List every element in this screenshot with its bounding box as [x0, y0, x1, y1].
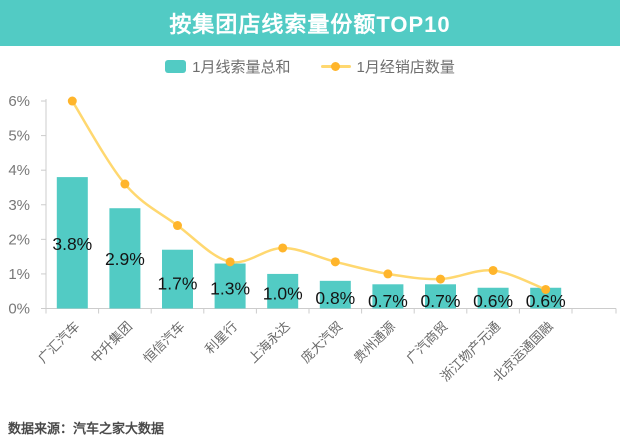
line-point — [173, 221, 182, 231]
bar-value-label: 0.6% — [473, 291, 513, 311]
y-axis-label: 3% — [8, 197, 30, 214]
y-axis-label: 5% — [8, 128, 30, 145]
x-axis-label: 利星行 — [202, 319, 240, 357]
bar-value-label: 2.9% — [105, 249, 145, 269]
line-series-path — [71, 100, 547, 291]
legend-dot-mark — [331, 61, 340, 71]
chart-canvas: 0% 1% 2% 3% 4% 5% 6% 3.8% 2.9% 1.7% 1.3% 1.0% 0.8% 0.… — [8, 93, 617, 384]
y-axis-label: 0% — [8, 301, 30, 318]
bar — [372, 284, 404, 309]
bar — [319, 280, 351, 309]
bar-value-label: 1.7% — [158, 274, 198, 294]
bar-value-label: 0.7% — [368, 291, 408, 311]
data-source-note: 数据来源：汽车之家大数据 — [8, 421, 165, 436]
y-axis-label: 1% — [8, 266, 30, 283]
bar — [214, 263, 246, 309]
line-point — [225, 257, 235, 267]
bar — [477, 287, 509, 309]
bar — [267, 273, 299, 309]
bar — [162, 249, 193, 309]
bar-value-label: 3.8% — [52, 234, 92, 254]
line-series-swatch-icon — [320, 60, 351, 73]
x-axis-label: 贵州通源 — [351, 319, 398, 366]
x-axis-label: 广汽商贸 — [403, 319, 450, 366]
line-point — [67, 96, 77, 106]
bar-value-label: 0.6% — [526, 291, 566, 311]
x-axis-label: 庞大汽贸 — [298, 319, 345, 366]
page-title: 按集团店线索量份额TOP10 — [169, 12, 451, 37]
line-point — [120, 179, 130, 189]
x-axis-label: 中升集团 — [88, 319, 135, 366]
bar — [425, 284, 456, 309]
line-point — [330, 257, 340, 267]
y-axis-label: 2% — [8, 231, 30, 248]
x-axis-label: 广汇汽车 — [35, 319, 82, 366]
bar — [530, 287, 562, 309]
legend-bar-label: 1月线索量总和 — [192, 58, 291, 76]
bar — [109, 208, 141, 309]
line-point — [436, 274, 445, 284]
chart-legend: 1月线索量总和 1月经销店数量 — [0, 56, 620, 76]
bar-value-label: 0.7% — [421, 291, 461, 311]
legend-item-bar-series: 1月线索量总和 — [165, 56, 291, 77]
bar-series-swatch-icon — [165, 59, 187, 73]
title-banner: 按集团店线索量份额TOP10 — [0, 0, 620, 46]
legend-line-label: 1月经销店数量 — [356, 58, 455, 76]
bar — [56, 177, 88, 309]
line-point — [541, 284, 551, 294]
bars-group — [56, 177, 562, 309]
bar-value-label: 1.0% — [263, 284, 303, 304]
x-axis-label: 恒信汽车 — [140, 319, 187, 366]
line-point — [278, 243, 288, 253]
line-point — [383, 269, 393, 279]
y-axis-label: 4% — [8, 162, 30, 179]
y-axis-label: 6% — [8, 93, 30, 110]
bar-value-label: 0.8% — [315, 288, 355, 308]
line-point — [488, 265, 498, 275]
legend-item-line-series: 1月经销店数量 — [320, 56, 455, 77]
x-axis-label: 上海永达 — [245, 319, 292, 366]
bar-value-label: 1.3% — [210, 279, 250, 299]
